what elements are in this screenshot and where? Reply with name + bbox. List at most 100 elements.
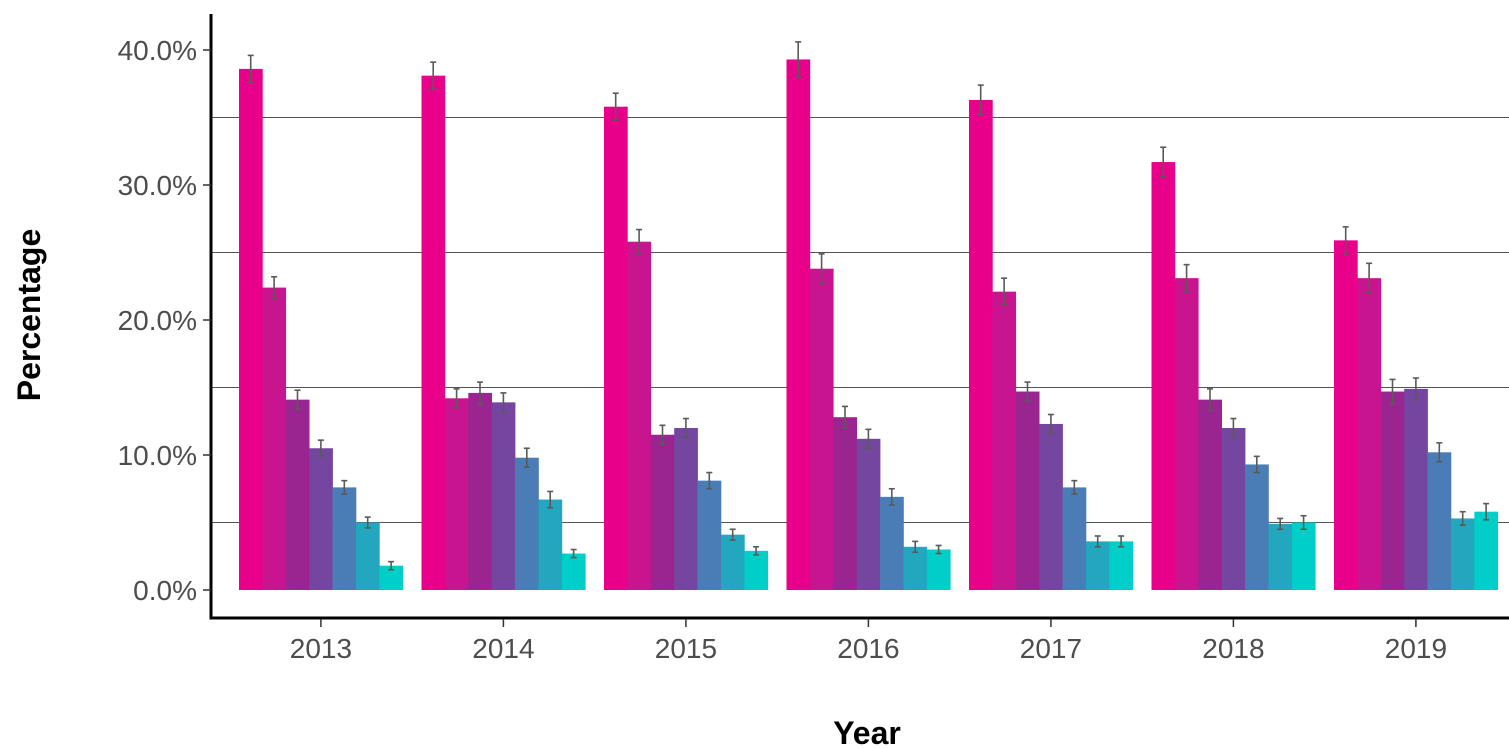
x-tick-label-2016: 2016: [837, 633, 899, 664]
error-bar-2013-s7: [388, 560, 395, 571]
bar-2016-s4: [856, 438, 881, 590]
error-bar-2015-s4: [682, 417, 689, 439]
bars: [239, 59, 1499, 591]
error-bar-2017-s2: [1001, 277, 1008, 306]
bar-2015-s2: [627, 241, 652, 590]
bar-2018-s7: [1291, 522, 1316, 590]
error-bar-2013-s3: [294, 389, 301, 410]
error-bar-2015-s1: [612, 92, 619, 121]
error-bar-2016-s4: [865, 428, 872, 450]
x-tick-label-2019: 2019: [1385, 633, 1447, 664]
bar-2019-s2: [1357, 278, 1382, 590]
error-bar-2017-s3: [1024, 381, 1031, 402]
x-axis-title: Year: [833, 715, 901, 748]
error-bar-2019-s4: [1412, 377, 1419, 401]
bar-2015-s4: [674, 428, 698, 590]
error-bar-2016-s1: [795, 41, 802, 78]
bar-2017-s3: [1015, 391, 1040, 590]
error-bar-2016-s6: [912, 540, 919, 554]
error-bar-2015-s6: [729, 528, 736, 541]
bar-2015-s7: [744, 550, 769, 590]
bar-2013-s3: [285, 399, 310, 590]
error-bar-2018-s4: [1230, 417, 1237, 439]
error-bar-2013-s2: [271, 275, 278, 300]
bar-2019-s6: [1451, 518, 1475, 590]
x-tick-label-2018: 2018: [1202, 633, 1264, 664]
error-bar-2017-s7: [1118, 535, 1125, 548]
error-bar-2019-s6: [1459, 510, 1466, 527]
y-ticks: 0.0% 10.0% 20.0% 30.0% 40.0%: [118, 35, 211, 606]
error-bar-2019-s5: [1436, 442, 1443, 463]
error-bar-2016-s7: [935, 544, 942, 555]
error-bar-2015-s3: [659, 424, 666, 446]
error-bar-2013-s1: [247, 54, 254, 84]
bar-2014-s3: [468, 392, 492, 590]
bar-2018-s4: [1221, 428, 1246, 590]
bar-2019-s4: [1404, 388, 1428, 590]
error-bar-2015-s5: [706, 471, 713, 490]
y-axis-title: Percentage: [11, 229, 47, 402]
error-bar-2016-s3: [842, 405, 848, 429]
bar-2015-s6: [721, 534, 745, 590]
bar-2016-s3: [833, 417, 857, 590]
bar-2014-s2: [444, 398, 469, 590]
bar-2016-s1: [786, 59, 811, 590]
error-bar-2019-s7: [1483, 502, 1490, 521]
y-tick-label: 40.0%: [118, 35, 197, 66]
bar-2016-s7: [926, 549, 951, 590]
bar-2018-s6: [1268, 523, 1293, 590]
error-bar-2018-s5: [1253, 455, 1260, 474]
error-bar-2015-s7: [753, 545, 760, 556]
bar-2017-s1: [969, 99, 993, 590]
error-bar-2014-s4: [500, 392, 507, 413]
bar-2016-s6: [903, 546, 928, 590]
bar-2017-s6: [1086, 541, 1110, 590]
bar-2013-s1: [239, 68, 263, 590]
error-bar-2019-s3: [1389, 378, 1396, 405]
x-tick-label-2013: 2013: [290, 633, 352, 664]
error-bar-2018-s2: [1183, 263, 1190, 293]
bar-2014-s4: [491, 402, 516, 590]
bar-2013-s4: [309, 448, 333, 590]
error-bar-2017-s6: [1094, 535, 1101, 548]
x-ticks: 2013 2014 2015 2016 2017 2018 2019: [290, 619, 1447, 664]
error-bar-2017-s4: [1047, 413, 1054, 435]
y-tick-label: 0.0%: [133, 575, 197, 606]
bar-2019-s7: [1474, 511, 1499, 590]
error-bars: [247, 41, 1490, 571]
bar-2013-s7: [379, 565, 404, 590]
x-tick-label-2015: 2015: [655, 633, 717, 664]
bar-2014-s6: [538, 499, 563, 590]
error-bar-2019-s2: [1366, 262, 1373, 294]
error-bar-2014-s3: [477, 381, 483, 405]
error-bar-2013-s4: [317, 439, 324, 458]
bar-2013-s6: [356, 522, 380, 590]
error-bar-2018-s6: [1277, 517, 1284, 531]
bar-2017-s2: [992, 291, 1017, 590]
bar-2014-s1: [421, 75, 446, 590]
bar-2018-s2: [1174, 278, 1199, 590]
error-bar-2018-s7: [1300, 514, 1307, 531]
bar-2016-s5: [880, 496, 904, 590]
bar-2018-s3: [1198, 399, 1222, 590]
bar-2013-s5: [332, 487, 357, 590]
error-bar-2013-s6: [364, 516, 371, 529]
y-tick-label: 10.0%: [118, 440, 197, 471]
bar-2015-s1: [604, 106, 628, 590]
error-bar-2016-s5: [888, 487, 895, 506]
bar-2018-s1: [1151, 162, 1176, 591]
error-bar-2015-s2: [636, 228, 643, 255]
error-bar-2014-s6: [547, 490, 554, 509]
bar-2017-s4: [1039, 423, 1063, 590]
error-bar-2018-s3: [1207, 388, 1213, 412]
error-bar-2016-s2: [818, 253, 825, 285]
x-tick-label-2017: 2017: [1020, 633, 1082, 664]
error-bar-2013-s5: [341, 479, 348, 495]
bar-2019-s3: [1380, 391, 1405, 590]
x-tick-label-2014: 2014: [472, 633, 534, 664]
bar-2014-s5: [515, 457, 539, 590]
y-tick-label: 20.0%: [118, 305, 197, 336]
error-bar-2018-s1: [1160, 146, 1167, 178]
bar-2013-s2: [262, 287, 287, 590]
